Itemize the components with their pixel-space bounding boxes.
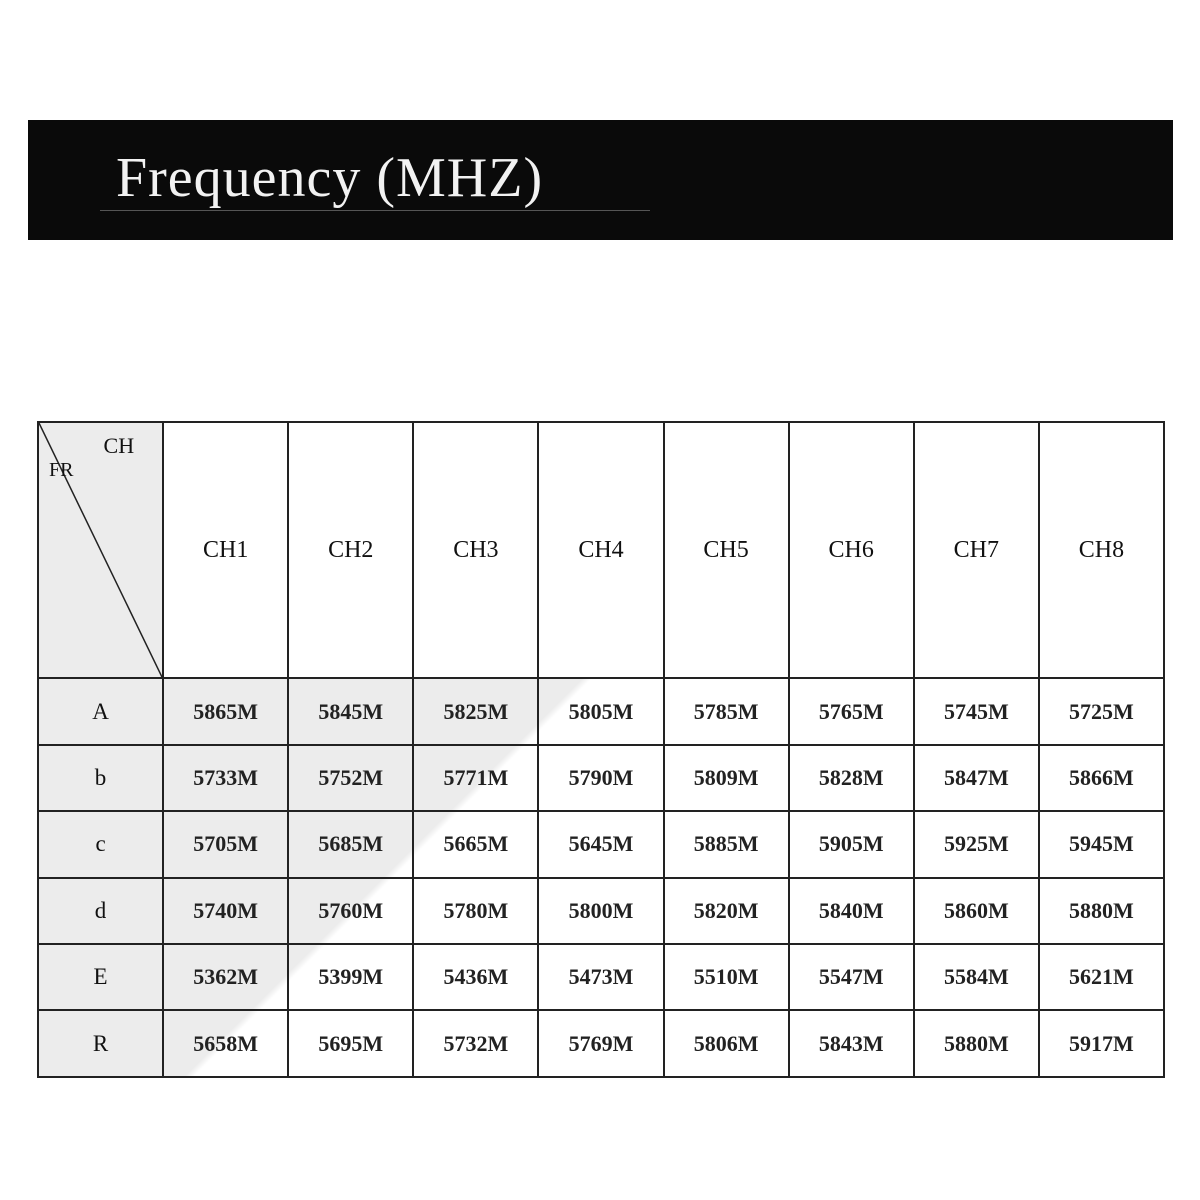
frequency-cell: 5695M [287, 1009, 415, 1078]
frequency-cell: 5473M [537, 943, 665, 1012]
band-label: b [36, 743, 165, 813]
frequency-cell: 5740M [162, 876, 290, 946]
column-header: CH1 [162, 420, 290, 680]
frequency-cell: 5847M [912, 743, 1040, 813]
column-header: CH8 [1037, 420, 1166, 680]
frequency-cell: 5547M [787, 943, 915, 1012]
frequency-cell: 5860M [912, 876, 1040, 946]
band-label: R [36, 1009, 165, 1078]
frequency-cell: 5785M [662, 677, 790, 746]
frequency-cell: 5905M [787, 810, 915, 879]
frequency-cell: 5925M [912, 810, 1040, 879]
frequency-cell: 5845M [287, 677, 415, 746]
band-label: c [36, 810, 165, 879]
frequency-cell: 5705M [162, 810, 290, 879]
frequency-cell: 5825M [412, 677, 540, 746]
frequency-cell: 5809M [662, 743, 790, 813]
column-header: CH5 [662, 420, 790, 680]
frequency-cell: 5658M [162, 1009, 290, 1078]
corner-ch-label: CH [103, 433, 135, 458]
frequency-cell: 5820M [662, 876, 790, 946]
band-label: E [36, 943, 165, 1012]
column-header: CH2 [287, 420, 415, 680]
frequency-cell: 5790M [537, 743, 665, 813]
column-header: CH3 [412, 420, 540, 680]
title-banner: Frequency (MHZ) [28, 120, 1173, 240]
table-row: c 5705M 5685M 5665M 5645M 5885M 5905M 5925M 5945… [36, 810, 1166, 879]
frequency-cell: 5806M [662, 1009, 790, 1078]
column-header: CH7 [912, 420, 1040, 680]
frequency-cell: 5745M [912, 677, 1040, 746]
frequency-cell: 5760M [287, 876, 415, 946]
frequency-cell: 5399M [287, 943, 415, 1012]
frequency-cell: 5621M [1037, 943, 1166, 1012]
table-row: A 5865M 5845M 5825M 5805M 5785M 5765M 5745M 5725… [36, 677, 1166, 746]
frequency-cell: 5645M [537, 810, 665, 879]
corner-cell: CH FR [36, 420, 165, 680]
frequency-cell: 5765M [787, 677, 915, 746]
table-row: b 5733M 5752M 5771M 5790M 5809M 5828M 5847M 5866… [36, 743, 1166, 813]
frequency-cell: 5880M [1037, 876, 1166, 946]
band-label: d [36, 876, 165, 946]
frequency-cell: 5685M [287, 810, 415, 879]
table-header-row: CH FR CH1 CH2 CH3 CH4 CH5 CH6 CH7 CH8 [36, 420, 1166, 680]
table-row: E 5362M 5399M 5436M 5473M 5510M 5547M 5584M 5621… [36, 943, 1166, 1012]
frequency-cell: 5665M [412, 810, 540, 879]
frequency-cell: 5769M [537, 1009, 665, 1078]
frequency-cell: 5880M [912, 1009, 1040, 1078]
frequency-cell: 5752M [287, 743, 415, 813]
frequency-cell: 5885M [662, 810, 790, 879]
corner-fr-label: FR [49, 459, 74, 481]
frequency-cell: 5917M [1037, 1009, 1166, 1078]
frequency-cell: 5828M [787, 743, 915, 813]
frequency-cell: 5945M [1037, 810, 1166, 879]
frequency-table: CH FR CH1 CH2 CH3 CH4 CH5 CH6 CH7 CH8 A 5865M 584… [36, 420, 1166, 1078]
band-label: A [36, 677, 165, 746]
frequency-cell: 5865M [162, 677, 290, 746]
frequency-cell: 5436M [412, 943, 540, 1012]
frequency-cell: 5840M [787, 876, 915, 946]
frequency-cell: 5800M [537, 876, 665, 946]
table-row: d 5740M 5760M 5780M 5800M 5820M 5840M 5860M 5880… [36, 876, 1166, 946]
frequency-cell: 5732M [412, 1009, 540, 1078]
column-header: CH6 [787, 420, 915, 680]
frequency-cell: 5584M [912, 943, 1040, 1012]
frequency-cell: 5733M [162, 743, 290, 813]
table-row: R 5658M 5695M 5732M 5769M 5806M 5843M 5880M 5917… [36, 1009, 1166, 1078]
column-header: CH4 [537, 420, 665, 680]
page-title: Frequency (MHZ) [116, 147, 544, 209]
diagonal-divider [39, 423, 162, 677]
frequency-cell: 5805M [537, 677, 665, 746]
frequency-cell: 5780M [412, 876, 540, 946]
frequency-cell: 5843M [787, 1009, 915, 1078]
frequency-cell: 5510M [662, 943, 790, 1012]
frequency-cell: 5725M [1037, 677, 1166, 746]
frequency-cell: 5771M [412, 743, 540, 813]
frequency-cell: 5362M [162, 943, 290, 1012]
title-underline [100, 210, 650, 211]
frequency-cell: 5866M [1037, 743, 1166, 813]
